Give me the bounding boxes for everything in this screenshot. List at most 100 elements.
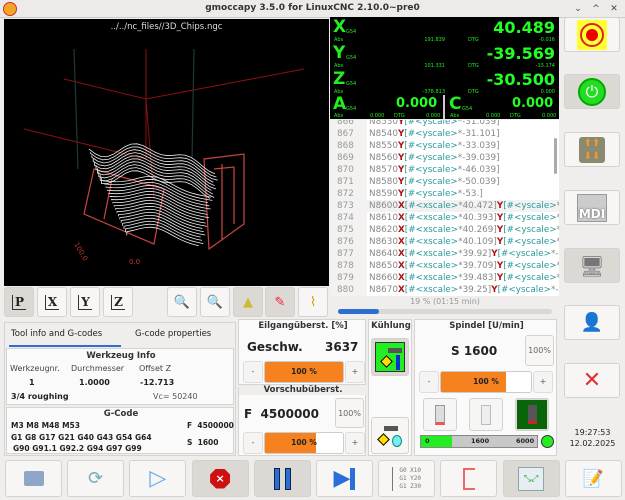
feed-value: F 4500000 [244, 407, 319, 421]
progress-bar [338, 309, 552, 314]
close-button[interactable]: ✕ [610, 4, 618, 14]
info-notebook: Tool info and G-codes G-code properties … [4, 322, 236, 456]
pencil-button[interactable]: ✎ [265, 287, 295, 317]
gcode-line[interactable]: 869 N8560Y[#<yscale>*-39.039] [331, 152, 559, 164]
dro-value-z[interactable]: -30.500 [486, 70, 555, 89]
spindle-reverse-button[interactable] [515, 398, 549, 431]
dro-dtg-value: -0.016 [538, 37, 555, 43]
cutting-speed: Vc= 50240 [153, 392, 198, 401]
spindle-forward-button[interactable] [423, 398, 457, 431]
minimize-button[interactable]: ⌄ [574, 4, 582, 14]
mdi-button[interactable]: MDI [564, 190, 620, 225]
view-p-button[interactable]: P [4, 287, 34, 317]
toolpath-contour [98, 164, 214, 195]
skip-line-button[interactable] [440, 460, 498, 497]
spindle-minus-button[interactable]: - [419, 371, 439, 393]
active-gcodes-1: G1 G8 G17 G21 G40 G43 G54 G64 [11, 433, 152, 442]
toolpath-contour [113, 199, 205, 221]
tool-path-icon: ▲ [243, 294, 253, 310]
spindle-stop-button[interactable] [469, 398, 503, 431]
view-z-button[interactable]: Z [103, 287, 133, 317]
tool-path-button[interactable]: ▲ [233, 287, 263, 317]
rapid-slider[interactable]: 100 % [264, 361, 344, 383]
scrollbar[interactable] [554, 138, 557, 174]
settings-tools-button[interactable]: ✕ [564, 363, 620, 398]
rapid-override-panel: Eilgangüberst. [%] Geschw. 3637 - 100 % … [238, 319, 366, 385]
gcode-line[interactable]: 875 N8620X[#<xscale>*40.269]Y[#<yscale>*-… [331, 224, 559, 236]
user-tabs-button[interactable]: 👤 [564, 305, 620, 340]
col-offset-z: Offset Z [139, 364, 172, 373]
gcode-line[interactable]: 876 N8630X[#<xscale>*40.109]Y[#<yscale>*-… [331, 236, 559, 248]
emergency-stop-button[interactable] [564, 17, 620, 52]
run-from-line-button[interactable]: G0 X10 G1 Y20 G1 Z30 [378, 460, 436, 497]
power-on-button[interactable]: ⏻ [564, 74, 620, 109]
view-y-button[interactable]: Y [70, 287, 100, 317]
line-number: 878 [337, 261, 354, 271]
spindle-slider[interactable]: 100 % [440, 371, 532, 393]
zoom-in-icon: 🔍 [173, 294, 191, 310]
maximize-button[interactable]: ^ [592, 4, 600, 14]
coolant-title: Kühlung [371, 321, 411, 331]
reload-button[interactable]: ⟳ [67, 460, 125, 497]
gcode-line[interactable]: 880 N8670X[#<xscale>*39.25]Y[#<yscale>*-5… [331, 284, 559, 296]
gcode-line[interactable]: 873 N8600X[#<xscale>*40.472]Y[#<yscale>*-… [331, 200, 559, 212]
tool-offset-z: -12.713 [140, 378, 175, 387]
feed-slider[interactable]: 100 % [264, 432, 344, 454]
dro-value-c[interactable]: 0.000 [512, 96, 554, 111]
line-number: 871 [337, 177, 354, 187]
dro-value-y[interactable]: -39.569 [486, 44, 555, 63]
stop-button[interactable]: × [191, 460, 249, 497]
rapid-minus-button[interactable]: - [243, 361, 263, 383]
gcode-line[interactable]: 877 N8640X[#<xscale>*39.92]Y[#<yscale>*-5… [331, 248, 559, 260]
zoom-in-button[interactable]: 🔍 [167, 287, 197, 317]
auto-mode-button[interactable]: 🖥 [564, 248, 620, 283]
toolpath-contour [95, 158, 217, 190]
manual-jog-button[interactable]: ⬆⬆ ⬇⬇ [564, 132, 620, 167]
step-button[interactable]: ▶ [316, 460, 373, 497]
line-number: 875 [337, 225, 354, 235]
rapid-slider-label: 100 % [291, 367, 317, 376]
app-logo-icon [3, 2, 17, 16]
spindle-reset-button[interactable]: 100% [525, 335, 554, 366]
open-file-button[interactable] [5, 460, 62, 497]
edit-button[interactable]: 📝 [564, 460, 622, 497]
gcode-line[interactable]: 866 N8530Y[#<yscale>*-31.039] [331, 120, 559, 128]
dro-coord-system: G54 [462, 106, 473, 112]
gcode-line[interactable]: 878 N8650X[#<xscale>*39.709]Y[#<yscale>*-… [331, 260, 559, 272]
spindle-plus-button[interactable]: + [533, 371, 553, 393]
gcode-line[interactable]: 872 N8590Y[#<yscale>*-53.] [331, 188, 559, 200]
run-button[interactable]: ▷ [129, 460, 187, 497]
line-text: N8550Y[#<yscale>*-33.039] [369, 141, 500, 151]
tool-info-title: Werkzeug Info [86, 351, 156, 361]
feed-minus-button[interactable]: - [243, 432, 263, 454]
dro-value-x[interactable]: 40.489 [493, 18, 555, 37]
broom-button[interactable]: ⌇ [298, 287, 328, 317]
gcode-listing[interactable]: 866 N8530Y[#<yscale>*-31.039] 867 N8540Y[#<… [331, 120, 559, 296]
fullscreen-button[interactable]: ⤡⤢ [502, 460, 560, 497]
line-text: N8560Y[#<yscale>*-39.039] [369, 153, 500, 163]
zoom-out-button[interactable]: 🔍 [200, 287, 230, 317]
dro-abs-label: Abs [334, 113, 344, 119]
gcode-preview[interactable]: ../../nc_files//3D_Chips.ngc 100.0 0.0 [4, 19, 329, 286]
dro-abs-value: 0.000 [370, 113, 385, 119]
gcode-line[interactable]: 868 N8550Y[#<yscale>*-33.039] [331, 140, 559, 152]
rapid-plus-button[interactable]: + [345, 361, 365, 383]
dro-abs-value: 0.000 [486, 113, 501, 119]
flood-coolant-button[interactable] [371, 338, 409, 376]
open-file-icon [23, 471, 44, 486]
gcode-line[interactable]: 867 N8540Y[#<yscale>*-31.101] [331, 128, 559, 140]
dro-value-a[interactable]: 0.000 [396, 96, 438, 111]
view-x-button[interactable]: X [37, 287, 67, 317]
tab-tool-info[interactable]: Tool info and G-codes [11, 329, 103, 339]
tab-gcode-properties[interactable]: G-code properties [135, 329, 212, 339]
mist-coolant-button[interactable] [371, 417, 409, 454]
active-tab-indicator [9, 345, 121, 347]
gcode-line[interactable]: 874 N8610X[#<xscale>*40.393]Y[#<yscale>*-… [331, 212, 559, 224]
gcode-line[interactable]: 871 N8580Y[#<yscale>*-50.039] [331, 176, 559, 188]
gcode-line[interactable]: 879 N8660X[#<xscale>*39.483]Y[#<yscale>*-… [331, 272, 559, 284]
feed-plus-button[interactable]: + [345, 432, 365, 454]
pause-button[interactable] [253, 460, 311, 497]
gcode-line[interactable]: 870 N8570Y[#<yscale>*-46.039] [331, 164, 559, 176]
tool-info-panel: Werkzeug Info Werkzeugnr. Durchmesser Of… [6, 348, 234, 405]
feed-reset-button[interactable]: 100% [335, 398, 364, 428]
